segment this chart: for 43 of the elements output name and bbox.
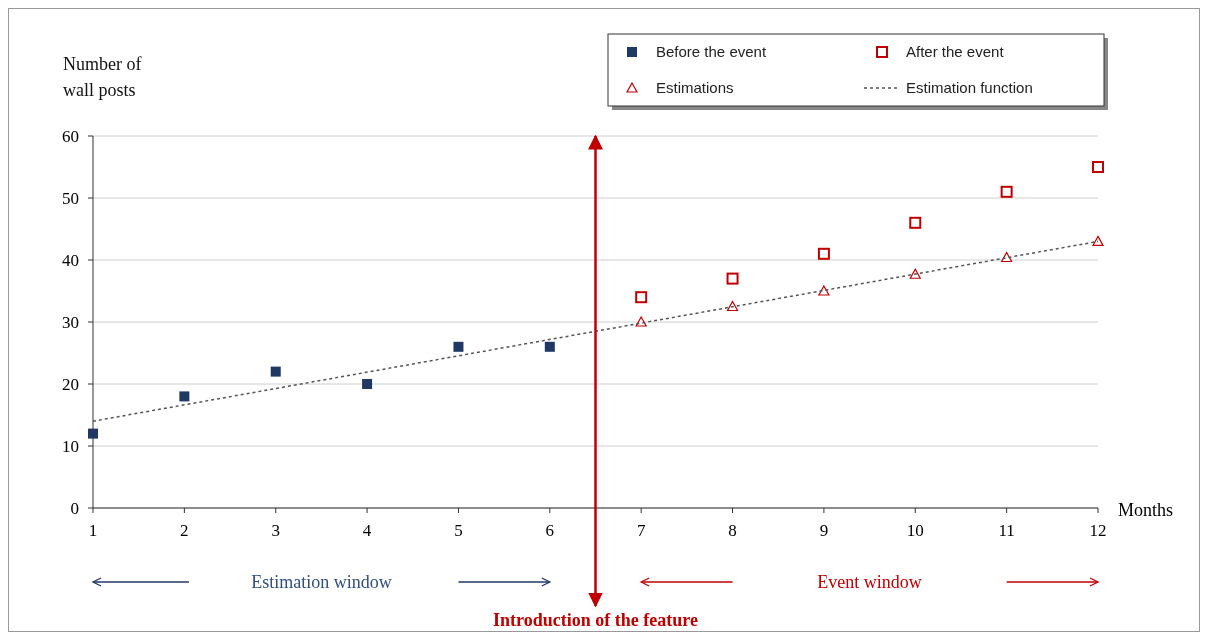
point (817, 247, 830, 260)
y-tick-label: 20 (62, 375, 79, 394)
x-tick-label: 7 (636, 521, 646, 540)
x-tick-label: 5 (454, 521, 463, 540)
point (270, 366, 281, 377)
y-tick-label: 50 (62, 189, 79, 208)
point (909, 216, 922, 229)
ref-line-label: Introduction of the feature (493, 610, 698, 630)
text: Event window (817, 572, 922, 592)
legend-label: Before the event (656, 43, 767, 60)
point (1092, 235, 1104, 246)
point (1092, 161, 1104, 173)
point (635, 291, 648, 304)
legend-label: Estimation function (906, 79, 1033, 96)
point (88, 428, 98, 439)
point (1001, 251, 1013, 263)
x-tick-label: 2 (180, 521, 189, 540)
y-tick-label: 60 (62, 127, 79, 146)
x-tick-label: 6 (545, 521, 555, 540)
x-tick-label: 4 (362, 521, 372, 540)
legend-label: After the event (906, 43, 1005, 60)
point (362, 379, 373, 389)
x-tick-label: 10 (906, 521, 924, 540)
text: Estimation window (251, 572, 392, 592)
y-tick-label: 0 (70, 499, 79, 518)
x-axis-title: Months (1118, 500, 1174, 520)
y-tick-label: 30 (62, 313, 79, 332)
y-tick-label: 10 (62, 437, 79, 456)
x-tick-label: 9 (819, 521, 829, 540)
y-tick-label: 40 (62, 251, 79, 270)
point (544, 341, 555, 352)
x-tick-label: 12 (1089, 521, 1107, 540)
point (726, 272, 739, 285)
point (453, 341, 464, 352)
point (1000, 185, 1013, 198)
x-tick-label: 1 (88, 521, 98, 540)
legend-label: Estimations (656, 79, 734, 96)
x-tick-label: 11 (998, 521, 1015, 540)
x-tick-label: 8 (728, 521, 737, 540)
point (179, 391, 190, 402)
x-tick-label: 3 (271, 521, 280, 540)
point (818, 285, 830, 296)
y-axis-title: Number of wall posts (63, 54, 142, 100)
